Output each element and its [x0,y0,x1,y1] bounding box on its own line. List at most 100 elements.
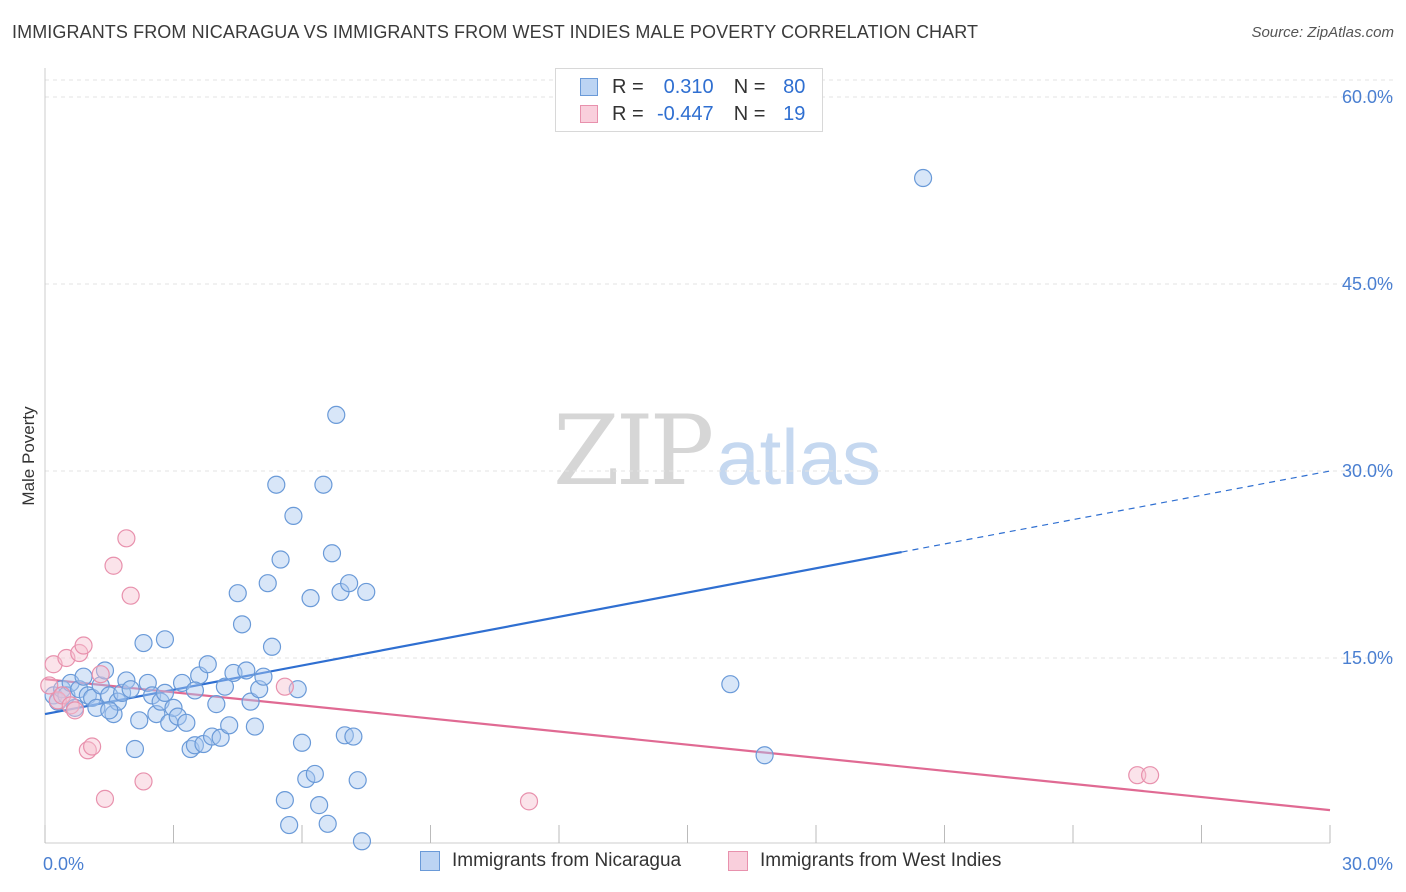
data-point-nicaragua [100,701,119,720]
data-point-west-indies [65,701,85,720]
data-point-nicaragua [297,769,316,789]
trend-line-west-indies [44,678,1331,812]
data-point-nicaragua [185,681,205,700]
data-point-nicaragua [228,584,247,603]
data-point-nicaragua [237,661,256,680]
bottom-legend-label-west-indies: Immigrants from West Indies [760,850,1002,871]
data-point-nicaragua [215,677,234,696]
data-point-nicaragua [164,698,183,717]
data-point-west-indies [519,792,539,811]
data-point-nicaragua [348,771,367,790]
data-point-nicaragua [198,655,217,674]
data-point-nicaragua [322,544,342,563]
data-point-west-indies [40,676,59,695]
legend-n-value: 80 [783,75,806,98]
data-point-nicaragua [155,630,175,649]
data-point-nicaragua [121,680,140,699]
data-point-nicaragua [340,574,359,593]
gridlines [45,79,1395,659]
trend-lines-west-indies [44,678,1331,812]
data-point-nicaragua [292,733,312,752]
data-point-west-indies [91,665,110,684]
y-axis-label: Male Poverty [19,406,38,506]
x-tick-label: 30.0% [1342,854,1393,874]
data-point-nicaragua [314,475,333,494]
data-point-west-indies [1128,766,1147,785]
data-point-nicaragua [130,711,149,730]
data-point-nicaragua [913,168,933,188]
trend-line-nicaragua-extension [901,470,1331,553]
data-point-nicaragua [241,692,260,711]
data-point-nicaragua [117,671,136,690]
data-point-nicaragua [262,637,282,656]
correlation-legend: R = 0.310 N = 80 R = -0.447 N = 19 [555,68,823,132]
data-point-nicaragua [344,727,363,746]
legend-r-value: 0.310 [663,75,714,98]
data-point-nicaragua [310,796,329,815]
data-point-nicaragua [207,695,226,714]
data-point-west-indies [121,586,140,605]
data-point-west-indies [83,737,102,756]
points-west-indies [40,529,1160,811]
legend-n-value: 19 [783,102,806,125]
data-point-nicaragua [755,746,774,765]
axis-labels: 15.0% 30.0% 45.0% 60.0% 0.0% 30.0% Male Povert… [19,87,1393,874]
data-point-nicaragua [254,667,273,686]
legend-r-value: -0.447 [656,102,714,125]
data-point-west-indies [117,529,136,548]
bottom-legend-west-indies: Immigrants from West Indies [728,850,1001,872]
data-point-nicaragua [318,814,337,833]
watermark: ZIPatlas [553,395,881,507]
points-nicaragua [44,168,933,851]
legend-r-label: R = [612,75,644,98]
data-point-west-indies [134,772,153,791]
bottom-legend-label-nicaragua: Immigrants from Nicaragua [452,850,682,871]
data-point-nicaragua [284,506,303,525]
data-point-nicaragua [155,683,175,703]
data-point-west-indies [104,556,123,575]
chart-title: IMMIGRANTS FROM NICARAGUA VS IMMIGRANTS … [12,22,979,42]
data-point-nicaragua [721,675,740,694]
data-point-nicaragua [327,405,346,424]
data-point-nicaragua [232,615,252,634]
legend-swatch-west-indies [580,105,598,123]
watermark-atlas: atlas [716,413,881,501]
legend-n-label: N = [733,75,766,98]
bottom-legend-nicaragua: Immigrants from Nicaragua [420,850,681,872]
data-point-nicaragua [280,815,299,835]
data-point-nicaragua [211,728,230,747]
data-point-nicaragua [357,582,376,602]
data-point-nicaragua [267,475,286,494]
data-point-nicaragua [220,716,239,735]
data-point-nicaragua [271,550,290,569]
y-tick-label: 15.0% [1342,648,1393,668]
data-point-nicaragua [305,764,324,784]
watermark-zip: ZIP [553,395,714,507]
data-point-west-indies [74,636,93,655]
bottom-legend-swatch-west-indies [728,851,748,871]
legend-r-label: R = [612,102,644,125]
data-point-nicaragua [177,713,196,732]
data-point-nicaragua [352,832,372,851]
legend-row-west-indies: R = -0.447 N = 19 [580,101,805,127]
data-point-nicaragua [275,791,294,810]
bottom-legend-swatch-nicaragua [420,851,440,871]
y-tick-label: 45.0% [1342,274,1393,294]
data-point-nicaragua [258,574,277,593]
data-point-nicaragua [74,667,93,686]
y-tick-label: 60.0% [1342,87,1393,107]
legend-n-label: N = [733,102,766,125]
y-tick-label: 30.0% [1342,461,1393,481]
data-point-nicaragua [245,717,264,736]
data-point-west-indies [275,677,294,696]
data-point-nicaragua [301,589,320,608]
data-point-west-indies [1140,766,1160,785]
data-point-nicaragua [125,739,145,759]
data-point-west-indies [95,789,115,808]
legend-swatch-nicaragua [580,78,598,96]
data-point-nicaragua [134,633,153,653]
legend-row-nicaragua: R = 0.310 N = 80 [580,74,805,100]
trend-line-nicaragua [44,550,902,716]
source-credit: Source: ZipAtlas.com [1251,24,1394,41]
